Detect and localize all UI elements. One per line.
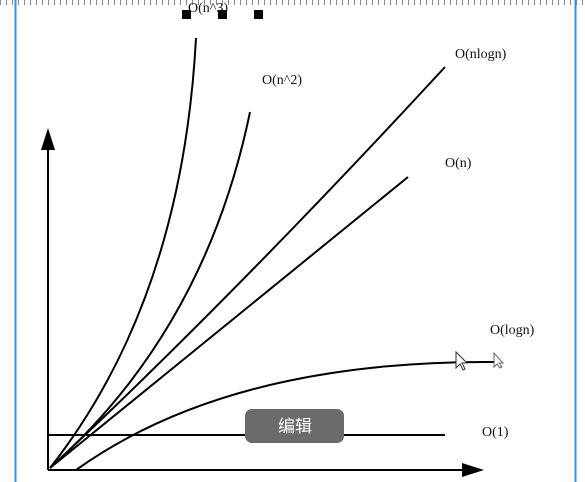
edit-button-bg[interactable] [245, 409, 344, 443]
edit-button[interactable]: 编辑 [245, 409, 344, 443]
curve-n [49, 176, 409, 469]
curve-logn [75, 360, 496, 471]
resize-handle[interactable] [182, 10, 191, 19]
diagram [47, 37, 496, 471]
label-nlogn: O(nlogn) [455, 47, 507, 62]
curve-nlogn [49, 66, 446, 469]
edit-button-label[interactable]: 编辑 [278, 417, 312, 437]
label-constant: O(1) [482, 425, 509, 440]
x-arrow [462, 463, 484, 477]
label-logn: O(logn) [490, 323, 535, 338]
resize-handle[interactable] [254, 10, 263, 19]
curve-n2 [49, 111, 251, 469]
ruler [0, 0, 585, 5]
resize-handle[interactable] [218, 10, 227, 19]
y-arrow [41, 128, 55, 150]
label-n2: O(n^2) [262, 73, 302, 88]
label-n: O(n) [445, 156, 472, 171]
cursor [455, 350, 469, 371]
curve-n3 [49, 37, 197, 469]
cursor [493, 351, 505, 369]
